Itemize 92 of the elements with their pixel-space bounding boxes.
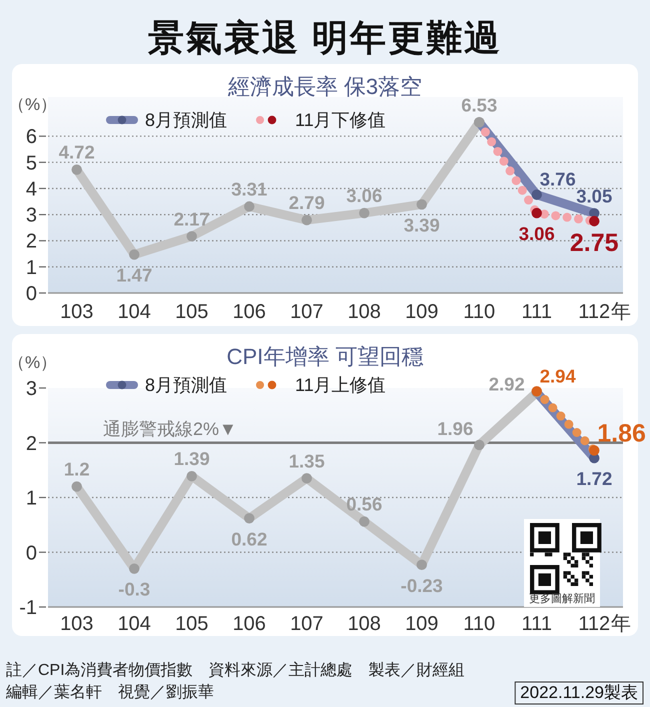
y-tick-label: 4 <box>26 178 37 200</box>
x-tick-label: 106 <box>232 301 266 323</box>
data-label: 3.76 <box>540 168 576 190</box>
point <box>532 190 542 200</box>
point <box>532 208 542 218</box>
x-tick-label: 107 <box>290 613 324 635</box>
x-tick-label: 106 <box>232 613 266 635</box>
data-label: 3.06 <box>518 223 555 244</box>
y-tick-label: 0 <box>26 542 37 564</box>
text: 2022.11.29製表 <box>520 683 638 702</box>
y-tick-label: 1 <box>26 488 37 510</box>
data-label: 2.94 <box>540 365 576 386</box>
y-tick-label: 2 <box>26 432 37 455</box>
x-tick-label: 109 <box>405 301 438 323</box>
y-tick-label: 0 <box>26 283 37 305</box>
data-label: 4.72 <box>58 142 95 163</box>
point <box>302 214 312 226</box>
legend-label: 11月上修值 <box>295 375 386 395</box>
data-label: 3.39 <box>404 214 440 236</box>
point <box>302 473 312 484</box>
ref-line-label: 通膨警戒線2%▼ <box>103 418 237 439</box>
x-tick-label: 111 <box>522 301 552 323</box>
point <box>129 563 140 574</box>
point <box>416 560 427 570</box>
data-label: 3.05 <box>576 185 612 206</box>
point <box>244 201 254 212</box>
y-tick-label: 3 <box>26 204 37 227</box>
point <box>72 164 82 175</box>
legend-label: 8月預測值 <box>145 110 228 130</box>
point <box>589 216 600 226</box>
x-tick-label: 110 <box>463 301 496 323</box>
point <box>244 513 254 524</box>
x-tick-label: 110 <box>463 613 496 635</box>
point <box>474 440 484 450</box>
data-label: 1.72 <box>576 468 612 490</box>
data-label: 3.31 <box>231 178 268 200</box>
data-label: 2.79 <box>288 192 325 214</box>
x-tick-label: 104 <box>118 301 151 323</box>
point <box>359 208 370 218</box>
text: 註／CPI為消費者物價指數 資料來源／主計總處 製表／財經組 <box>6 661 465 679</box>
legend-label: 8月預測值 <box>145 375 228 395</box>
data-label: 1.39 <box>174 448 210 470</box>
point <box>416 199 427 210</box>
point <box>129 249 140 260</box>
data-label: 6.53 <box>461 94 498 116</box>
y-tick-label: 6 <box>26 126 37 148</box>
text: 編輯／葉名軒 視覺／劉振華 <box>5 683 214 701</box>
data-label: -0.3 <box>118 578 150 600</box>
x-tick-label: 107 <box>290 301 324 323</box>
x-tick-label: 105 <box>175 301 208 323</box>
data-label: 1.96 <box>437 418 474 439</box>
data-label: 0.62 <box>231 528 268 550</box>
data-label: 1.2 <box>64 458 90 480</box>
x-tick-label: 103 <box>60 301 94 323</box>
x-tick-label: 104 <box>118 613 151 635</box>
y-axis-title: （%） <box>8 353 58 372</box>
data-label: 1.86 <box>597 419 646 448</box>
y-tick-label: -1 <box>19 597 37 619</box>
chart-title: CPI年增率 可望回穩 <box>226 344 424 369</box>
point <box>186 231 197 242</box>
data-label: 2.92 <box>488 373 525 394</box>
data-label: 1.35 <box>288 450 325 472</box>
x-tick-label: 108 <box>348 613 381 635</box>
point <box>474 117 484 128</box>
x-tick-label: 103 <box>60 613 94 635</box>
y-tick-label: 2 <box>26 230 37 253</box>
x-tick-label: 108 <box>348 301 381 323</box>
y-tick-label: 3 <box>26 378 37 400</box>
annotation: 更多圖解新聞 <box>529 592 595 605</box>
chart-title: 景氣衰退 明年更難過 <box>146 17 502 58</box>
x-axis-title: 年 <box>611 613 632 635</box>
x-tick-label: 112 <box>578 301 610 323</box>
data-label: 0.56 <box>346 494 382 515</box>
y-tick-label: 1 <box>26 256 37 279</box>
point <box>589 445 600 456</box>
data-label: 2.17 <box>174 208 210 230</box>
chart-subtitle: 經濟成長率 保3落空 <box>226 74 422 99</box>
data-label: 1.47 <box>116 264 152 286</box>
y-tick-label: 5 <box>26 152 37 174</box>
data-label: -0.23 <box>400 574 443 596</box>
y-axis-title: （%） <box>8 95 58 114</box>
x-tick-label: 111 <box>522 613 552 635</box>
point <box>359 516 370 527</box>
data-label: 2.75 <box>570 229 619 258</box>
x-tick-label: 109 <box>405 613 438 635</box>
x-tick-label: 112 <box>578 613 610 635</box>
x-axis-title: 年 <box>611 301 632 323</box>
point <box>186 470 197 482</box>
data-label: 3.06 <box>346 185 382 206</box>
x-tick-label: 105 <box>175 613 208 635</box>
point <box>72 481 82 492</box>
legend-label: 11月下修值 <box>295 110 386 130</box>
